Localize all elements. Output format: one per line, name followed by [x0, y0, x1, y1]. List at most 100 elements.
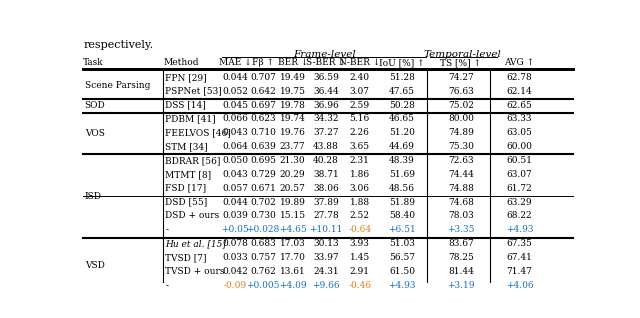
Text: 38.71: 38.71 [313, 170, 339, 179]
Text: TVSD + ours: TVSD + ours [165, 267, 225, 276]
Text: 81.44: 81.44 [448, 267, 474, 276]
Text: 0.039: 0.039 [223, 211, 248, 220]
Text: 1.86: 1.86 [349, 170, 370, 179]
Text: MAE ↓: MAE ↓ [219, 58, 252, 67]
Text: 72.63: 72.63 [448, 156, 474, 165]
Text: 60.00: 60.00 [506, 142, 532, 151]
Text: 67.41: 67.41 [506, 253, 532, 262]
Text: 74.88: 74.88 [448, 184, 474, 193]
Text: 33.97: 33.97 [313, 253, 339, 262]
Text: -0.64: -0.64 [348, 225, 371, 234]
Text: 63.29: 63.29 [507, 197, 532, 207]
Text: SOD: SOD [84, 101, 106, 110]
Text: +0.05: +0.05 [221, 225, 249, 234]
Text: 1.88: 1.88 [349, 197, 370, 207]
Text: STM [34]: STM [34] [165, 142, 208, 151]
Text: +10.11: +10.11 [309, 225, 343, 234]
Text: 3.07: 3.07 [350, 87, 370, 96]
Text: 63.05: 63.05 [506, 128, 532, 137]
Text: +4.93: +4.93 [388, 281, 416, 290]
Text: TVSD [7]: TVSD [7] [165, 253, 207, 262]
Text: 3.65: 3.65 [349, 142, 370, 151]
Text: 48.56: 48.56 [389, 184, 415, 193]
Text: 51.69: 51.69 [389, 170, 415, 179]
Text: 13.61: 13.61 [280, 267, 306, 276]
Text: 0.710: 0.710 [250, 128, 276, 137]
Text: 0.050: 0.050 [222, 156, 248, 165]
Text: Task: Task [83, 58, 104, 67]
Text: 0.642: 0.642 [250, 87, 276, 96]
Text: 37.27: 37.27 [313, 128, 339, 137]
Text: 0.683: 0.683 [250, 239, 276, 248]
Text: Hu et al. [15]: Hu et al. [15] [165, 239, 226, 248]
Text: +6.51: +6.51 [388, 225, 416, 234]
Text: 68.22: 68.22 [507, 211, 532, 220]
Text: 3.06: 3.06 [350, 184, 370, 193]
Text: +9.66: +9.66 [312, 281, 340, 290]
Text: 0.042: 0.042 [223, 267, 248, 276]
Text: 40.28: 40.28 [313, 156, 339, 165]
Text: 24.31: 24.31 [313, 267, 339, 276]
Text: Temporal-level: Temporal-level [424, 51, 501, 59]
Text: 74.44: 74.44 [448, 170, 474, 179]
Text: 71.47: 71.47 [506, 267, 532, 276]
Text: 62.14: 62.14 [506, 87, 532, 96]
Text: 48.39: 48.39 [389, 156, 415, 165]
Text: ISD: ISD [84, 191, 102, 201]
Text: BER ↓: BER ↓ [278, 58, 308, 67]
Text: 0.033: 0.033 [223, 253, 248, 262]
Text: 0.066: 0.066 [223, 114, 248, 123]
Text: PSPNet [53]: PSPNet [53] [165, 87, 222, 96]
Text: 1.45: 1.45 [349, 253, 370, 262]
Text: 27.78: 27.78 [313, 211, 339, 220]
Text: 30.13: 30.13 [313, 239, 339, 248]
Text: 0.043: 0.043 [223, 170, 248, 179]
Text: TS [%] ↑: TS [%] ↑ [440, 58, 481, 67]
Text: +3.35: +3.35 [447, 225, 475, 234]
Text: 21.30: 21.30 [280, 156, 305, 165]
Text: 0.064: 0.064 [223, 142, 248, 151]
Text: FPN [29]: FPN [29] [165, 73, 207, 82]
Text: 62.65: 62.65 [506, 100, 532, 109]
Text: 3.93: 3.93 [350, 239, 370, 248]
Text: 51.28: 51.28 [389, 73, 415, 82]
Text: 63.07: 63.07 [506, 170, 532, 179]
Text: 0.729: 0.729 [250, 170, 276, 179]
Text: 34.32: 34.32 [314, 114, 339, 123]
Text: FEELVOS [46]: FEELVOS [46] [165, 128, 231, 137]
Text: +4.09: +4.09 [279, 281, 307, 290]
Text: 63.33: 63.33 [507, 114, 532, 123]
Text: 0.707: 0.707 [250, 73, 276, 82]
Text: 20.57: 20.57 [280, 184, 306, 193]
Text: 17.70: 17.70 [280, 253, 306, 262]
Text: 0.078: 0.078 [223, 239, 248, 248]
Text: N-BER ↓: N-BER ↓ [339, 58, 380, 67]
Text: -0.46: -0.46 [348, 281, 371, 290]
Text: 75.30: 75.30 [448, 142, 474, 151]
Text: 19.89: 19.89 [280, 197, 306, 207]
Text: Method: Method [164, 58, 199, 67]
Text: -: - [165, 281, 168, 290]
Text: Frame-level: Frame-level [294, 51, 356, 59]
Text: 51.20: 51.20 [389, 128, 415, 137]
Text: -0.09: -0.09 [224, 281, 247, 290]
Text: 0.045: 0.045 [222, 100, 248, 109]
Text: 47.65: 47.65 [389, 87, 415, 96]
Text: 0.623: 0.623 [250, 114, 276, 123]
Text: 80.00: 80.00 [448, 114, 474, 123]
Text: 46.65: 46.65 [389, 114, 415, 123]
Text: 0.044: 0.044 [223, 73, 248, 82]
Text: +0.028: +0.028 [246, 225, 280, 234]
Text: 36.96: 36.96 [313, 100, 339, 109]
Text: Scene Parsing: Scene Parsing [84, 81, 150, 90]
Text: 0.702: 0.702 [250, 197, 276, 207]
Text: 0.730: 0.730 [250, 211, 276, 220]
Text: Fβ ↑: Fβ ↑ [252, 58, 274, 67]
Text: 78.03: 78.03 [448, 211, 474, 220]
Text: 0.052: 0.052 [223, 87, 248, 96]
Text: BDRAR [56]: BDRAR [56] [165, 156, 221, 165]
Text: 76.63: 76.63 [448, 87, 474, 96]
Text: 0.671: 0.671 [250, 184, 276, 193]
Text: AVG ↑: AVG ↑ [504, 58, 534, 67]
Text: FSD [17]: FSD [17] [165, 184, 206, 193]
